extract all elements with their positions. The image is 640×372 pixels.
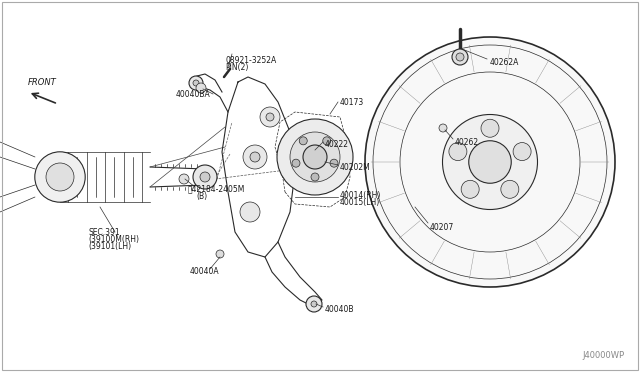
Circle shape — [216, 250, 224, 258]
Text: 40222: 40222 — [325, 140, 349, 148]
Text: (39101(LH): (39101(LH) — [88, 241, 131, 250]
Circle shape — [277, 119, 353, 195]
Text: SEC.391: SEC.391 — [88, 228, 120, 237]
Circle shape — [456, 53, 464, 61]
Circle shape — [501, 180, 519, 198]
Circle shape — [35, 152, 85, 202]
Text: (39100M(RH): (39100M(RH) — [88, 234, 139, 244]
Circle shape — [292, 159, 300, 167]
Circle shape — [303, 145, 327, 169]
Circle shape — [365, 37, 615, 287]
Text: 40040B: 40040B — [325, 305, 355, 314]
Text: 40202M: 40202M — [340, 163, 371, 171]
Circle shape — [290, 132, 340, 182]
Circle shape — [513, 142, 531, 161]
Text: 40262: 40262 — [455, 138, 479, 147]
Circle shape — [449, 142, 467, 161]
Circle shape — [193, 165, 217, 189]
Circle shape — [439, 124, 447, 132]
Circle shape — [46, 163, 74, 191]
Text: 40040A: 40040A — [190, 267, 220, 276]
Text: Ⓒ42184-2405M: Ⓒ42184-2405M — [188, 185, 245, 193]
Circle shape — [323, 137, 331, 145]
Text: 40173: 40173 — [340, 97, 364, 106]
Text: 08921-3252A: 08921-3252A — [225, 55, 276, 64]
Circle shape — [330, 159, 338, 167]
Text: (B): (B) — [196, 192, 207, 201]
Text: 40014(RH): 40014(RH) — [340, 190, 381, 199]
Circle shape — [243, 145, 267, 169]
Circle shape — [452, 49, 468, 65]
Circle shape — [193, 80, 199, 86]
Circle shape — [189, 76, 203, 90]
Circle shape — [442, 115, 538, 209]
Circle shape — [311, 301, 317, 307]
Circle shape — [250, 152, 260, 162]
Circle shape — [179, 174, 189, 184]
Text: 40262A: 40262A — [490, 58, 520, 67]
Text: FRONT: FRONT — [28, 77, 56, 87]
Text: 40040BA: 40040BA — [176, 90, 211, 99]
Text: PIN(2): PIN(2) — [225, 62, 248, 71]
Circle shape — [481, 119, 499, 137]
Circle shape — [200, 172, 210, 182]
Text: J40000WP: J40000WP — [583, 351, 625, 360]
Circle shape — [260, 107, 280, 127]
Circle shape — [468, 141, 511, 183]
Circle shape — [300, 137, 307, 145]
Circle shape — [311, 173, 319, 181]
Circle shape — [196, 83, 206, 93]
Circle shape — [266, 113, 274, 121]
Circle shape — [240, 202, 260, 222]
Circle shape — [461, 180, 479, 198]
Circle shape — [306, 296, 322, 312]
Text: 40207: 40207 — [430, 222, 454, 231]
Text: 40015(LH): 40015(LH) — [340, 198, 380, 206]
